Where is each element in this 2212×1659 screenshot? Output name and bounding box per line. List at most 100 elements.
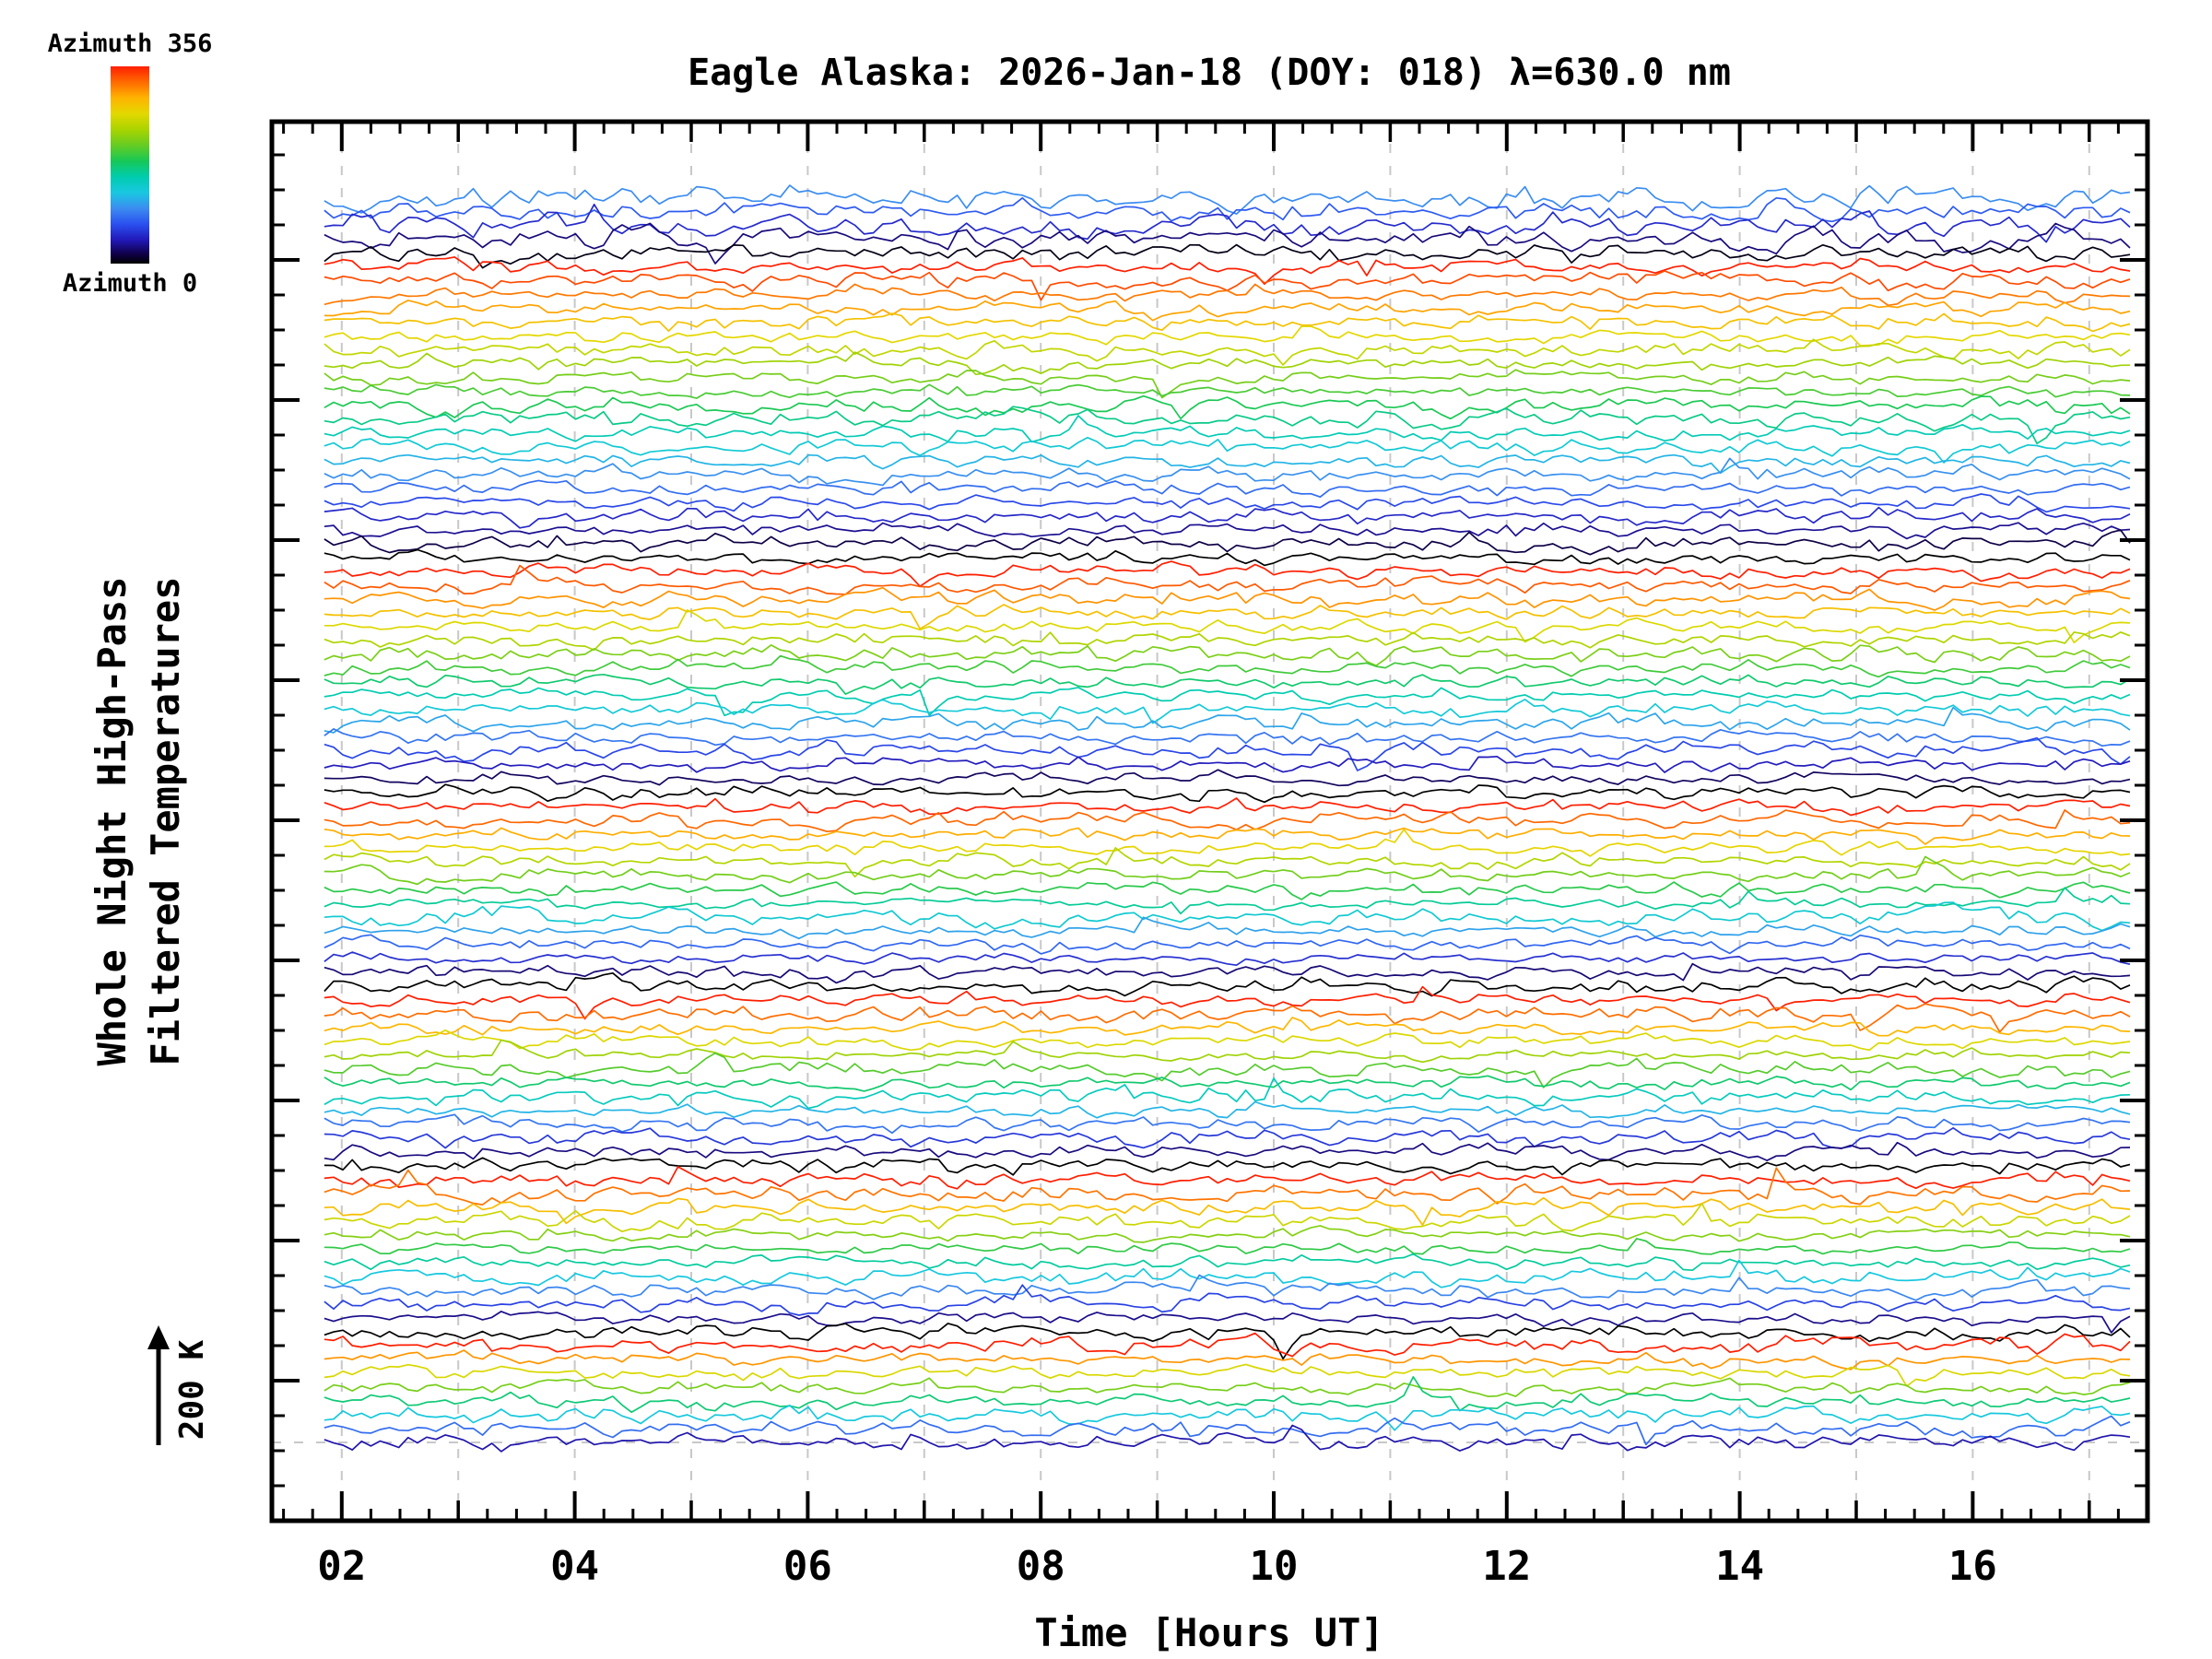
trace-azimuth-194	[324, 1238, 2131, 1255]
trace-azimuth-76	[324, 196, 2131, 223]
trace-azimuth-97	[324, 1274, 2131, 1301]
scale-arrow-head-icon	[147, 1325, 170, 1349]
trace-azimuth-34	[324, 522, 2131, 540]
trace-azimuth-5	[324, 243, 2131, 269]
trace-azimuth-305	[324, 300, 2131, 322]
trace-azimuth-0	[324, 783, 2131, 804]
trace-azimuth-227	[324, 1225, 2131, 1243]
trace-azimuth-0	[324, 1323, 2131, 1360]
trace-azimuth-289	[324, 604, 2131, 630]
trace-azimuth-274	[324, 829, 2131, 857]
trace-azimuth-17	[324, 529, 2131, 556]
trace-azimuth-119	[324, 1100, 2131, 1119]
trace-azimuth-178	[324, 1075, 2131, 1092]
trace-azimuth-65	[324, 1284, 2131, 1316]
trace-azimuth-119	[324, 453, 2131, 475]
scale-bar-label: 200 K	[173, 1339, 211, 1440]
chart-title: Eagle Alaska: 2026-Jan-18 (DOY: 018) λ=6…	[688, 52, 1731, 94]
trace-azimuth-67	[324, 736, 2131, 771]
trace-azimuth-55	[324, 951, 2131, 967]
trace-azimuth-29	[324, 222, 2131, 265]
trace-azimuth-324	[324, 1167, 2131, 1206]
trace-azimuth-200	[324, 654, 2131, 678]
trace-azimuth-129	[324, 1259, 2131, 1288]
colorbar-top-label: Azimuth 356	[48, 29, 213, 58]
azimuth-colorbar-group: Azimuth 356 Azimuth 0	[48, 29, 213, 298]
colorbar-bottom-label: Azimuth 0	[63, 269, 197, 298]
trace-azimuth-100	[324, 184, 2131, 215]
x-tick-label: 12	[1482, 1543, 1531, 1590]
trace-azimuth-297	[324, 1017, 2131, 1037]
trace-lines	[324, 184, 2131, 1453]
trace-azimuth-22	[324, 769, 2131, 787]
generated-chart-content: 02 04 06 08 10 12 14 16	[269, 119, 2150, 1590]
temperature-scale-bar: 200 K	[147, 1325, 211, 1445]
trace-azimuth-192	[324, 881, 2131, 900]
axis-ticks	[272, 122, 2149, 1521]
trace-azimuth-153	[324, 415, 2131, 443]
trace-azimuth-221	[324, 1377, 2131, 1397]
x-tick-label: 06	[783, 1543, 832, 1590]
trace-azimuth-45	[324, 755, 2131, 773]
trace-azimuth-311	[324, 1349, 2131, 1371]
trace-azimuth-0	[324, 1157, 2131, 1176]
x-tick-label: 04	[550, 1543, 599, 1590]
trace-azimuth-356	[324, 985, 2131, 1020]
x-tick-label: 14	[1715, 1543, 1764, 1590]
trace-azimuth-136	[324, 436, 2131, 464]
x-tick-label: 08	[1017, 1543, 1065, 1590]
trace-azimuth-356	[324, 797, 2131, 817]
trace-azimuth-223	[324, 644, 2131, 667]
trace-azimuth-186	[324, 394, 2131, 420]
trace-azimuth-246	[324, 847, 2131, 878]
trace-azimuth-134	[324, 699, 2131, 724]
trace-azimuth-288	[324, 312, 2131, 333]
trace-azimuth-85	[324, 479, 2131, 499]
x-tick-label: 16	[1948, 1543, 1997, 1590]
trace-azimuth-266	[324, 1363, 2131, 1387]
trace-azimuth-271	[324, 325, 2131, 347]
trace-azimuth-82	[324, 934, 2131, 955]
y-axis-label-line2: Filtered Temperatures	[143, 576, 188, 1065]
trace-azimuth-0	[324, 971, 2131, 997]
trace-azimuth-322	[324, 283, 2131, 307]
trace-azimuth-329	[324, 809, 2131, 833]
trace-azimuth-334	[324, 564, 2131, 595]
trace-azimuth-102	[324, 457, 2131, 487]
trace-azimuth-245	[324, 631, 2131, 652]
x-axis-label: Time [Hours UT]	[1034, 1610, 1383, 1655]
trace-azimuth-110	[324, 916, 2131, 940]
trace-azimuth-267	[324, 1029, 2131, 1052]
trace-azimuth-89	[324, 728, 2131, 747]
trace-azimuth-111	[324, 706, 2131, 734]
x-tick-label: 10	[1250, 1543, 1299, 1590]
trace-azimuth-148	[324, 1077, 2131, 1110]
trace-azimuth-40	[324, 1424, 2131, 1453]
trace-azimuth-237	[324, 1039, 2131, 1064]
trace-azimuth-259	[324, 1202, 2131, 1233]
trace-azimuth-312	[324, 586, 2131, 611]
trace-azimuth-356	[324, 560, 2131, 588]
trace-azimuth-220	[324, 369, 2131, 399]
x-tick-label: 02	[317, 1543, 366, 1590]
trace-azimuth-254	[324, 338, 2131, 366]
trace-azimuth-68	[324, 493, 2131, 513]
trace-azimuth-162	[324, 1253, 2131, 1272]
trace-azimuth-208	[324, 1052, 2131, 1088]
trace-azimuth-170	[324, 406, 2131, 445]
trace-azimuth-291	[324, 1196, 2131, 1226]
y-axis-label-line1: Whole Night High-Pass	[89, 576, 135, 1065]
trace-azimuth-53	[324, 203, 2131, 243]
trace-azimuth-32	[324, 1311, 2131, 1334]
trace-azimuth-30	[324, 1141, 2131, 1161]
trace-azimuth-203	[324, 383, 2131, 399]
trace-azimuth-59	[324, 1126, 2131, 1149]
trace-azimuth-137	[324, 901, 2131, 932]
trace-azimuth-178	[324, 673, 2131, 695]
trace-azimuth-156	[324, 687, 2131, 717]
trace-azimuth-85	[324, 1415, 2131, 1446]
trace-azimuth-267	[324, 609, 2131, 644]
trace-azimuth-27	[324, 962, 2131, 984]
